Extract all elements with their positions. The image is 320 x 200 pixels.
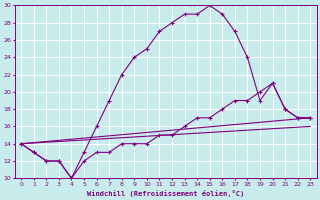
X-axis label: Windchill (Refroidissement éolien,°C): Windchill (Refroidissement éolien,°C) (87, 190, 244, 197)
